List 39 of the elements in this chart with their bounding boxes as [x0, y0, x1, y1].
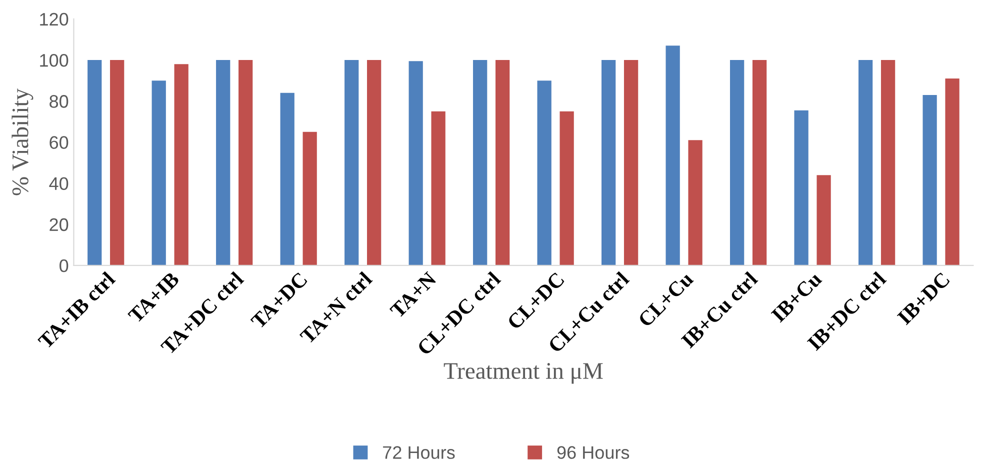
bar — [560, 111, 574, 266]
bar — [496, 60, 510, 266]
bar — [624, 60, 638, 266]
y-tick-label: 0 — [60, 259, 68, 272]
bar — [110, 60, 124, 266]
bar — [945, 78, 960, 266]
bar — [88, 60, 102, 266]
y-tick-label: 40 — [49, 177, 68, 190]
bar — [367, 60, 382, 266]
y-tick-label: 20 — [50, 218, 68, 232]
bar — [408, 61, 423, 266]
bar — [152, 80, 166, 266]
bar — [752, 60, 767, 266]
bar — [302, 132, 317, 266]
bar — [344, 60, 359, 266]
bar — [688, 140, 702, 266]
bar — [730, 60, 744, 266]
y-tick-label: 120 — [40, 12, 68, 26]
legend-label: 72 Hours — [383, 446, 455, 459]
x-axis-title: Treatment in μM — [444, 363, 603, 384]
legend-label: 96 Hours — [557, 446, 630, 459]
bar — [794, 110, 808, 266]
y-tick-label: 80 — [50, 95, 68, 108]
bar — [858, 60, 873, 266]
bar — [880, 60, 896, 266]
bar — [216, 60, 230, 266]
bar — [666, 46, 680, 266]
bar — [816, 175, 831, 266]
bar — [922, 94, 937, 266]
bar — [602, 60, 616, 266]
y-axis-title: % Viability — [12, 88, 34, 196]
bar — [431, 111, 446, 266]
y-tick-label: 60 — [50, 136, 68, 149]
bar — [238, 60, 253, 266]
bar — [174, 64, 188, 266]
y-tick-label: 100 — [40, 54, 68, 67]
bar — [537, 80, 552, 266]
bar — [473, 60, 488, 266]
bar — [280, 92, 294, 266]
